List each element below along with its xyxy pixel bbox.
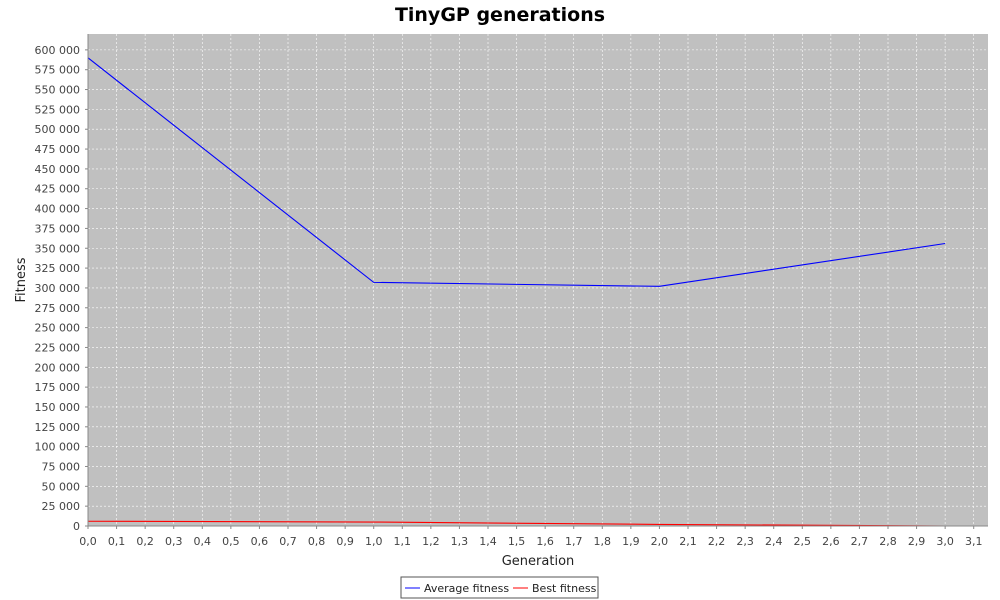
y-tick-label: 250 000 bbox=[35, 322, 81, 335]
y-axis-ticks: 0 25 000 50 000 75 000 100 000 125 000 150 000… bbox=[35, 44, 88, 533]
x-tick-label: 2,0 bbox=[651, 535, 669, 548]
x-tick-label: 1,9 bbox=[622, 535, 640, 548]
y-tick-label: 75 000 bbox=[42, 460, 81, 473]
x-tick-label: 1,8 bbox=[594, 535, 612, 548]
series-line-average-fitness bbox=[87, 57, 946, 287]
y-tick-label: 125 000 bbox=[35, 421, 81, 434]
x-tick-label: 2,5 bbox=[794, 535, 812, 548]
y-tick-label: 425 000 bbox=[35, 183, 81, 196]
y-tick-label: 600 000 bbox=[35, 44, 81, 57]
x-tick-label: 1,7 bbox=[565, 535, 583, 548]
y-tick-label: 175 000 bbox=[35, 381, 81, 394]
legend-box bbox=[400, 576, 599, 599]
x-tick-label: 3,0 bbox=[936, 535, 954, 548]
y-tick-label: 375 000 bbox=[35, 222, 81, 235]
x-tick-label: 0,8 bbox=[308, 535, 326, 548]
chart-title: TinyGP generations bbox=[395, 4, 605, 26]
x-tick-label: 1,6 bbox=[536, 535, 554, 548]
x-tick-label: 2,8 bbox=[879, 535, 897, 548]
x-axis-ticks: 0,0 0,1 0,2 0,3 0,4 0,5 0,6 0,7 0,8 0,9 1,0 1,1 1,2 1… bbox=[79, 526, 982, 548]
y-tick-label: 200 000 bbox=[35, 361, 81, 374]
x-tick-label: 0,9 bbox=[336, 535, 354, 548]
y-tick-label: 275 000 bbox=[35, 302, 81, 315]
y-tick-label: 400 000 bbox=[35, 203, 81, 216]
y-tick-label: 100 000 bbox=[35, 441, 81, 454]
x-tick-label: 1,4 bbox=[479, 535, 497, 548]
x-axis-label: Generation bbox=[502, 554, 575, 569]
y-tick-label: 350 000 bbox=[35, 242, 81, 255]
y-tick-label: 0 bbox=[73, 520, 80, 533]
y-tick-label: 50 000 bbox=[42, 480, 81, 493]
x-tick-label: 2,9 bbox=[908, 535, 926, 548]
x-tick-label: 0,5 bbox=[222, 535, 240, 548]
plot-area bbox=[88, 34, 988, 526]
legend-label-average: Average fitness bbox=[424, 582, 509, 595]
x-tick-label: 2,3 bbox=[736, 535, 754, 548]
y-tick-label: 525 000 bbox=[35, 103, 81, 116]
y-tick-label: 325 000 bbox=[35, 262, 81, 275]
x-tick-label: 1,5 bbox=[508, 535, 526, 548]
x-tick-label: 0,2 bbox=[136, 535, 154, 548]
x-tick-label: 0,3 bbox=[165, 535, 183, 548]
series-lines bbox=[87, 57, 946, 527]
x-tick-label: 1,0 bbox=[365, 535, 383, 548]
legend-label-best: Best fitness bbox=[532, 582, 597, 595]
y-tick-label: 450 000 bbox=[35, 163, 81, 176]
series-line-best-fitness bbox=[87, 520, 946, 527]
y-tick-label: 225 000 bbox=[35, 341, 81, 354]
x-tick-label: 0,0 bbox=[79, 535, 97, 548]
x-tick-label: 0,4 bbox=[194, 535, 212, 548]
y-axis-label: Fitness bbox=[14, 257, 29, 302]
x-tick-label: 3,1 bbox=[965, 535, 983, 548]
x-tick-label: 2,7 bbox=[851, 535, 869, 548]
y-tick-label: 300 000 bbox=[35, 282, 81, 295]
x-tick-label: 1,1 bbox=[394, 535, 412, 548]
x-tick-label: 0,1 bbox=[108, 535, 126, 548]
y-tick-label: 550 000 bbox=[35, 84, 81, 97]
legend: Average fitness Best fitness bbox=[400, 576, 599, 599]
x-tick-label: 1,3 bbox=[451, 535, 469, 548]
x-tick-label: 0,7 bbox=[279, 535, 297, 548]
y-tick-label: 150 000 bbox=[35, 401, 81, 414]
x-tick-label: 0,6 bbox=[251, 535, 269, 548]
y-tick-label: 500 000 bbox=[35, 123, 81, 136]
x-tick-label: 2,2 bbox=[708, 535, 726, 548]
x-tick-label: 2,1 bbox=[679, 535, 697, 548]
x-tick-label: 1,2 bbox=[422, 535, 440, 548]
x-tick-label: 2,4 bbox=[765, 535, 783, 548]
x-tick-label: 2,6 bbox=[822, 535, 840, 548]
y-tick-label: 25 000 bbox=[42, 500, 81, 513]
y-tick-label: 575 000 bbox=[35, 64, 81, 77]
y-tick-label: 475 000 bbox=[35, 143, 81, 156]
